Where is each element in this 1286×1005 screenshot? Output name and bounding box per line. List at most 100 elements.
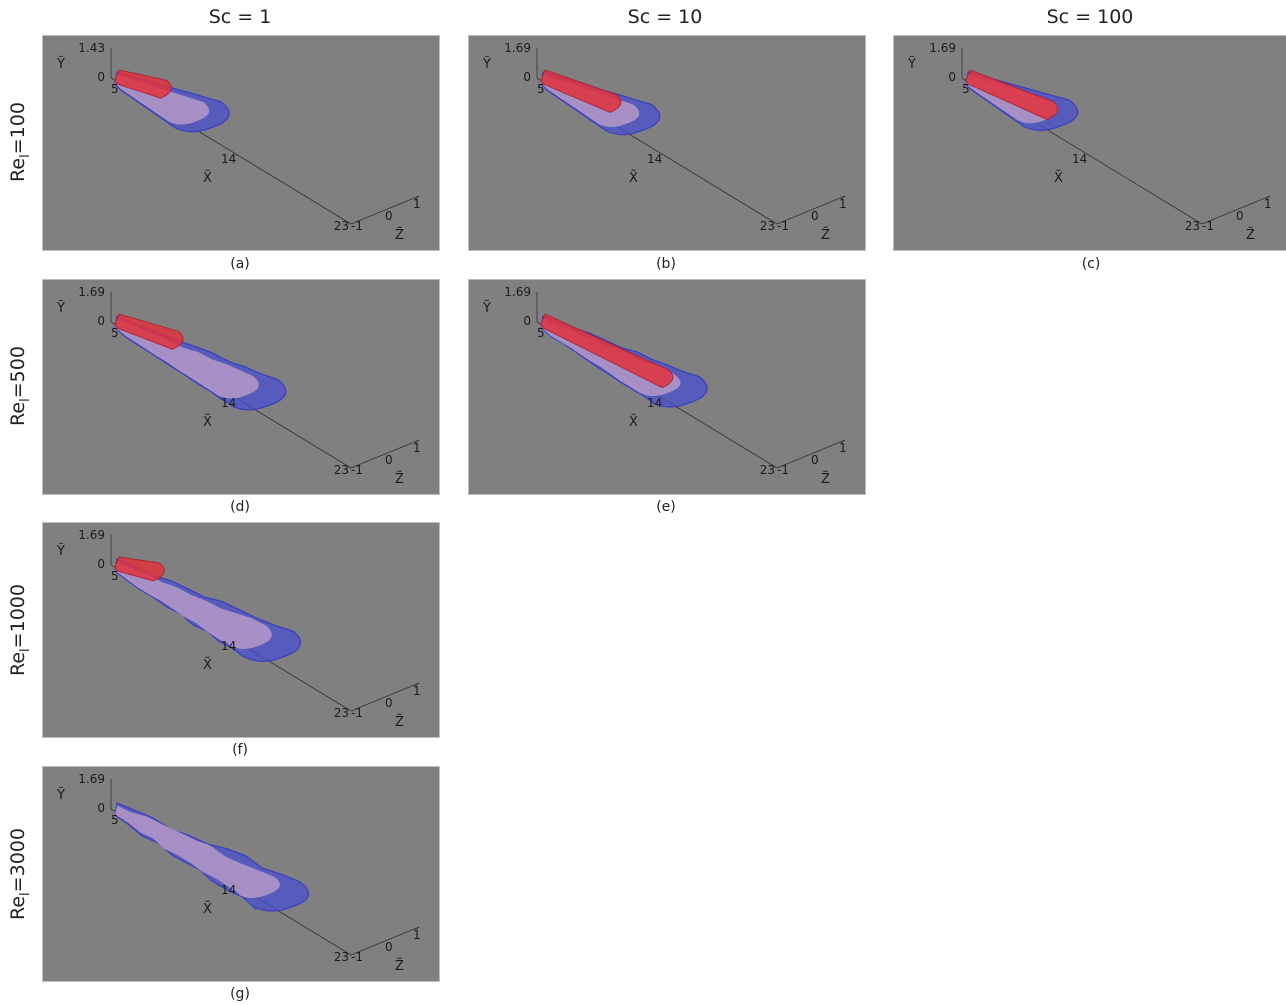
- panel-e: 1.69 Ỹ 0 5 14 X̃ 23 -1 0 1 Z̃: [468, 279, 866, 495]
- y-axis-label: Ỹ: [907, 56, 916, 72]
- z-tick-label-0: 0: [385, 696, 393, 710]
- panel-b: 1.69 Ỹ 0 5 14 X̃ 23 -1 0 1 Z̃: [468, 35, 866, 251]
- inner-concentration-surface: [540, 69, 622, 113]
- z-tick-label-0: 0: [385, 453, 393, 467]
- z-axis-line: [350, 195, 420, 225]
- z-tick-label-minus1: -1: [777, 219, 789, 233]
- x-tick-label-23: 23: [760, 219, 775, 233]
- x-axis-label: X̃: [203, 171, 212, 186]
- z-tick-mark: [414, 195, 420, 200]
- inner-concentration-surface: [965, 69, 1059, 120]
- x-tick-label-23: 23: [760, 463, 775, 477]
- y-max-tick-label: 1.69: [929, 41, 956, 55]
- z-axis-label: Z̃: [395, 715, 404, 730]
- y-max-tick-label: 1.69: [78, 528, 105, 542]
- x-tick-label-14: 14: [1072, 152, 1087, 166]
- inner-concentration-surface: [114, 69, 172, 99]
- z-axis-label: Z̃: [395, 959, 404, 974]
- z-tick-mark: [414, 926, 420, 931]
- z-axis-line: [350, 926, 420, 956]
- x-axis-label: X̃: [203, 415, 212, 430]
- z-tick-mark: [414, 682, 420, 687]
- x-axis-label: X̃: [629, 415, 638, 430]
- x-tick-label-23: 23: [334, 950, 349, 964]
- y-min-tick-label: 0: [948, 70, 956, 84]
- z-axis-label: Z̃: [395, 472, 404, 487]
- z-axis-line: [350, 439, 420, 469]
- z-tick-label-minus1: -1: [351, 706, 363, 720]
- panel-b-caption: (b): [656, 256, 676, 272]
- z-tick-label-1: 1: [413, 928, 421, 942]
- y-min-tick-label: 0: [97, 70, 105, 84]
- z-tick-label-1: 1: [413, 441, 421, 455]
- z-tick-mark: [1265, 195, 1271, 200]
- x-tick-label-14: 14: [221, 152, 236, 166]
- y-min-tick-label: 0: [523, 70, 531, 84]
- x-tick-label-14: 14: [221, 396, 236, 410]
- z-tick-label-1: 1: [839, 441, 847, 455]
- z-axis-label: Z̃: [821, 228, 830, 243]
- x-tick-label-5: 5: [962, 82, 970, 96]
- inner-concentration-surface: [114, 556, 165, 582]
- z-axis-line: [1201, 195, 1271, 225]
- x-tick-label-5: 5: [111, 326, 119, 340]
- z-tick-label-1: 1: [413, 684, 421, 698]
- z-tick-label-0: 0: [811, 453, 819, 467]
- row-heading-re1000: Rel=1000: [7, 584, 33, 676]
- z-axis-line: [350, 682, 420, 712]
- row-heading-re100: Rel=100: [7, 102, 33, 182]
- x-tick-label-5: 5: [537, 82, 545, 96]
- y-min-tick-label: 0: [523, 314, 531, 328]
- z-tick-label-0: 0: [385, 940, 393, 954]
- z-axis-line: [776, 439, 846, 469]
- z-axis-line: [776, 195, 846, 225]
- y-axis-label: Ỹ: [482, 300, 491, 316]
- panel-g-caption: (g): [230, 986, 250, 1002]
- y-axis-label: Ỹ: [56, 56, 65, 72]
- inner-concentration-surface: [114, 313, 184, 350]
- y-axis-label: Ỹ: [56, 300, 65, 316]
- x-tick-label-23: 23: [334, 463, 349, 477]
- panel-d: 1.69 Ỹ 0 5 14 X̃ 23 -1 0 1 Z̃: [42, 279, 440, 495]
- x-tick-label-5: 5: [111, 82, 119, 96]
- z-tick-label-minus1: -1: [351, 463, 363, 477]
- row-heading-re500: Rel=500: [7, 346, 33, 426]
- x-tick-label-14: 14: [221, 639, 236, 653]
- z-tick-label-minus1: -1: [351, 950, 363, 964]
- x-axis-label: X̃: [1054, 171, 1063, 186]
- y-min-tick-label: 0: [97, 557, 105, 571]
- y-axis-label: Ỹ: [482, 56, 491, 72]
- y-min-tick-label: 0: [97, 314, 105, 328]
- y-min-tick-label: 0: [97, 801, 105, 815]
- z-tick-mark: [840, 439, 846, 444]
- y-max-tick-label: 1.69: [504, 285, 531, 299]
- z-tick-label-minus1: -1: [777, 463, 789, 477]
- x-tick-label-23: 23: [1185, 219, 1200, 233]
- z-tick-label-0: 0: [811, 209, 819, 223]
- y-max-tick-label: 1.69: [78, 772, 105, 786]
- z-tick-label-1: 1: [839, 197, 847, 211]
- z-tick-label-minus1: -1: [351, 219, 363, 233]
- panel-a: 1.43 Ỹ 0 5 14 X̃ 23 -1 0 1 Z̃: [42, 35, 440, 251]
- x-tick-label-5: 5: [537, 326, 545, 340]
- z-tick-label-1: 1: [413, 197, 421, 211]
- panel-c: 1.69 Ỹ 0 5 14 X̃ 23 -1 0 1 Z̃: [893, 35, 1286, 251]
- y-max-tick-label: 1.69: [78, 285, 105, 299]
- x-tick-label-14: 14: [647, 396, 662, 410]
- y-axis-label: Ỹ: [56, 787, 65, 803]
- column-heading-sc10: Sc = 10: [627, 6, 703, 28]
- column-heading-sc1: Sc = 1: [208, 6, 272, 28]
- panel-c-caption: (c): [1081, 256, 1101, 272]
- x-tick-label-14: 14: [221, 883, 236, 897]
- y-axis-label: Ỹ: [56, 543, 65, 559]
- x-tick-label-14: 14: [647, 152, 662, 166]
- z-tick-label-1: 1: [1264, 197, 1272, 211]
- z-axis-label: Z̃: [1246, 228, 1255, 243]
- row-heading-re3000: Rel=3000: [7, 828, 33, 920]
- inner-concentration-surface: [540, 313, 674, 389]
